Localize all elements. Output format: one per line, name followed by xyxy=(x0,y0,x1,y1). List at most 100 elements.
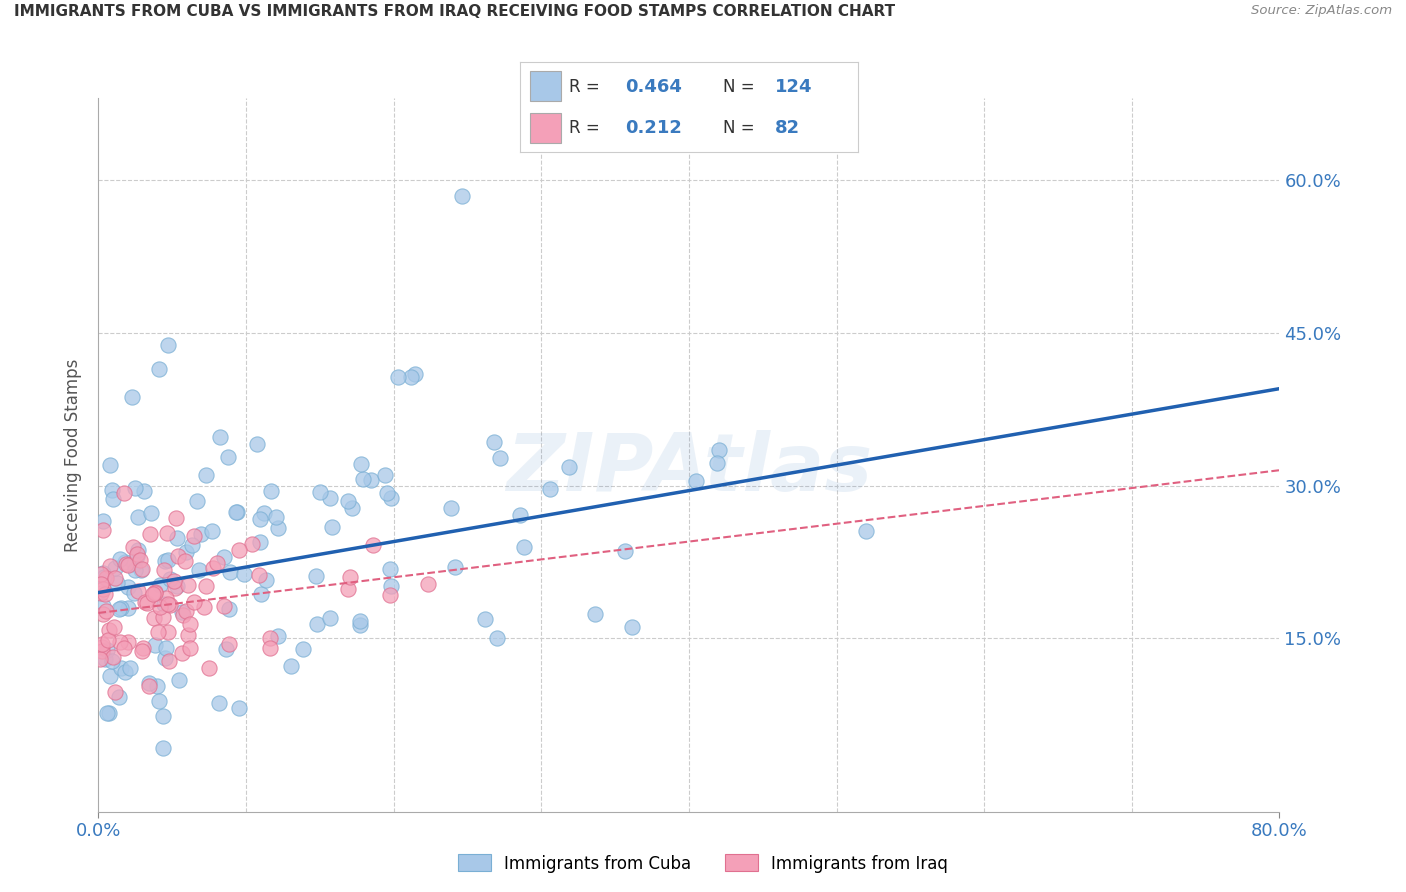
Point xyxy=(218,637,240,651)
Point xyxy=(152,740,174,755)
Point xyxy=(418,577,440,591)
Point xyxy=(179,641,201,656)
Point xyxy=(707,443,730,458)
Point xyxy=(138,526,160,541)
Point xyxy=(174,604,197,618)
Point xyxy=(201,524,224,539)
Point xyxy=(134,483,156,498)
Point xyxy=(159,572,181,586)
Point xyxy=(155,591,177,606)
Point xyxy=(143,586,166,600)
Point xyxy=(101,491,124,506)
Point xyxy=(91,566,114,581)
Point xyxy=(387,369,409,384)
Point xyxy=(202,561,225,575)
Point xyxy=(172,646,194,660)
Point xyxy=(117,600,139,615)
Point xyxy=(375,486,398,500)
Point xyxy=(291,642,314,657)
Point xyxy=(319,611,342,625)
Point xyxy=(127,510,149,524)
Legend: Immigrants from Cuba, Immigrants from Iraq: Immigrants from Cuba, Immigrants from Ir… xyxy=(451,847,955,880)
Point xyxy=(149,599,172,614)
Point xyxy=(96,633,118,648)
Point xyxy=(90,567,112,582)
Point xyxy=(260,483,283,498)
Point xyxy=(380,579,402,593)
Point xyxy=(187,563,209,577)
Point xyxy=(93,569,115,583)
Point xyxy=(91,607,114,621)
Point xyxy=(155,650,177,665)
Text: N =: N = xyxy=(723,119,754,136)
Point xyxy=(94,587,117,601)
Text: R =: R = xyxy=(569,119,600,136)
Point xyxy=(90,576,112,591)
Point xyxy=(404,368,426,382)
Point xyxy=(205,557,228,571)
Y-axis label: Receiving Food Stamps: Receiving Food Stamps xyxy=(65,359,83,551)
FancyBboxPatch shape xyxy=(530,113,561,143)
Point xyxy=(166,579,188,593)
Point xyxy=(143,638,166,652)
Point xyxy=(94,604,117,618)
Point xyxy=(193,600,215,615)
Text: 0.212: 0.212 xyxy=(624,119,682,136)
Point xyxy=(482,434,505,449)
Point xyxy=(167,673,190,687)
Point xyxy=(399,370,422,384)
Point xyxy=(308,485,330,500)
Point xyxy=(91,599,114,613)
Point xyxy=(361,538,384,552)
Point xyxy=(266,521,288,535)
Point xyxy=(103,620,125,634)
Point xyxy=(174,545,197,559)
Point xyxy=(98,669,121,683)
Point xyxy=(183,595,205,609)
Point xyxy=(93,652,115,666)
Point xyxy=(124,586,146,600)
Point xyxy=(142,587,165,601)
Point xyxy=(101,483,124,497)
Text: 124: 124 xyxy=(775,78,813,95)
Point xyxy=(186,494,208,508)
Point xyxy=(142,611,165,625)
Point xyxy=(259,641,281,656)
Point xyxy=(246,436,269,450)
Point xyxy=(135,596,157,610)
Point xyxy=(122,540,145,554)
Point xyxy=(141,506,163,520)
Point xyxy=(249,512,271,526)
Point xyxy=(152,610,174,624)
Point xyxy=(249,535,271,549)
Point xyxy=(129,553,152,567)
Point xyxy=(138,675,160,690)
Point xyxy=(337,494,360,508)
Text: 82: 82 xyxy=(775,119,800,136)
Point xyxy=(225,505,247,519)
Point xyxy=(148,694,170,708)
Point xyxy=(378,588,401,602)
Point xyxy=(349,617,371,632)
Point xyxy=(319,491,342,506)
Point xyxy=(190,526,212,541)
Point xyxy=(104,561,127,575)
Point xyxy=(91,523,114,537)
Point xyxy=(163,574,186,589)
Point xyxy=(108,602,131,616)
Point xyxy=(110,661,132,675)
Text: 0.464: 0.464 xyxy=(624,78,682,95)
Point xyxy=(352,472,374,486)
Text: ZIPAtlas: ZIPAtlas xyxy=(506,430,872,508)
Point xyxy=(104,570,127,584)
Point xyxy=(512,540,534,554)
Text: Source: ZipAtlas.com: Source: ZipAtlas.com xyxy=(1251,4,1392,18)
Point xyxy=(104,685,127,699)
Point xyxy=(146,679,169,693)
Point xyxy=(228,542,250,557)
Point xyxy=(440,500,463,515)
Point xyxy=(215,642,238,657)
Point xyxy=(166,549,188,563)
Point xyxy=(121,390,143,404)
Point xyxy=(105,576,128,591)
